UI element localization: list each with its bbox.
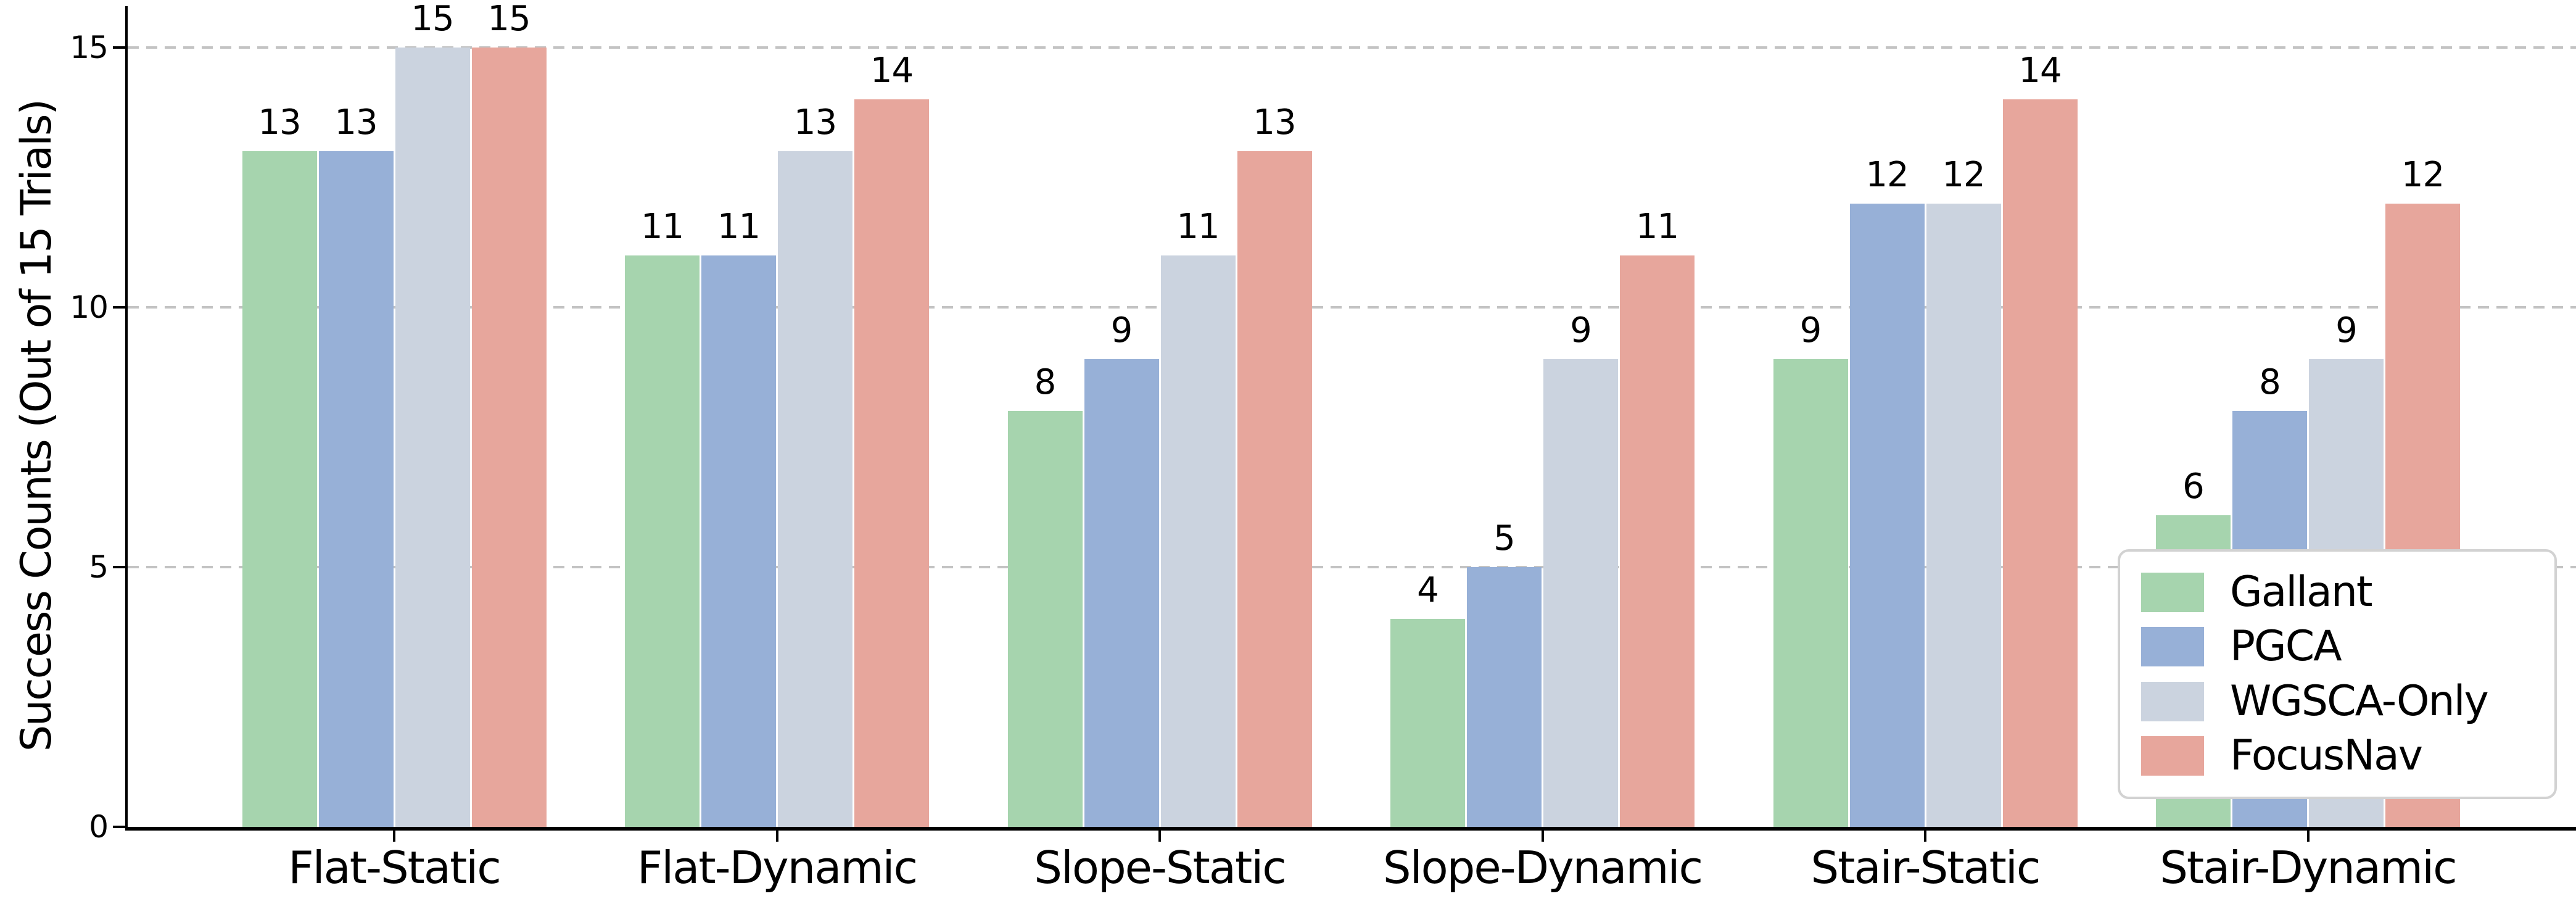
bar-value-label: 11 bbox=[1176, 206, 1220, 247]
bar-value-label: 4 bbox=[1417, 570, 1439, 611]
bar-value-label: 12 bbox=[1865, 154, 1909, 195]
bar-value-label: 13 bbox=[1253, 102, 1296, 143]
x-tick-label: Stair-Static bbox=[1810, 842, 2041, 894]
y-tick-mark bbox=[113, 306, 125, 309]
legend-item: WGSCA-Only bbox=[2141, 679, 2542, 724]
bar-gallant bbox=[1773, 359, 1848, 827]
bar-value-label: 9 bbox=[1799, 310, 1822, 351]
bar-value-label: 9 bbox=[1110, 310, 1133, 351]
bar-wgsca-only bbox=[778, 151, 852, 827]
x-tick-mark bbox=[1924, 831, 1926, 842]
bar-gallant bbox=[242, 151, 317, 827]
bar-gallant bbox=[625, 255, 700, 827]
gridline bbox=[128, 566, 2576, 568]
bar-value-label: 13 bbox=[258, 102, 301, 143]
y-axis-spine bbox=[125, 6, 128, 831]
bar-value-label: 14 bbox=[2018, 51, 2062, 91]
bar-value-label: 12 bbox=[2401, 154, 2445, 195]
x-tick-label: Slope-Dynamic bbox=[1382, 842, 1703, 894]
bar-value-label: 11 bbox=[640, 206, 684, 247]
bar-value-label: 11 bbox=[1635, 206, 1679, 247]
bar-wgsca-only bbox=[1160, 255, 1236, 827]
legend-item: Gallant bbox=[2141, 570, 2542, 615]
y-tick-mark bbox=[113, 46, 125, 49]
bar-focusnav bbox=[1620, 255, 1695, 827]
bar-wgsca-only bbox=[395, 48, 470, 827]
gridline bbox=[128, 46, 2576, 49]
x-tick-label: Slope-Static bbox=[1034, 842, 1287, 894]
x-tick-mark bbox=[1541, 831, 1544, 842]
x-tick-label: Flat-Static bbox=[288, 842, 502, 894]
bar-value-label: 15 bbox=[487, 0, 530, 39]
y-tick-mark bbox=[113, 566, 125, 568]
legend: Gallant PGCA WGSCA-Only FocusNav bbox=[2118, 549, 2557, 799]
legend-swatch-icon bbox=[2141, 681, 2204, 721]
x-axis-spine bbox=[125, 827, 2576, 831]
y-tick-label: 15 bbox=[70, 30, 109, 65]
x-tick-mark bbox=[775, 831, 778, 842]
bar-value-label: 5 bbox=[1493, 518, 1516, 558]
bar-value-label: 8 bbox=[1034, 362, 1057, 403]
legend-label: PGCA bbox=[2230, 622, 2342, 671]
legend-swatch-icon bbox=[2141, 627, 2204, 667]
bar-value-label: 15 bbox=[411, 0, 454, 39]
bar-pgca bbox=[1849, 203, 1925, 827]
bar-pgca bbox=[318, 151, 394, 827]
x-tick-label: Stair-Dynamic bbox=[2160, 842, 2458, 894]
bar-value-label: 8 bbox=[2259, 362, 2281, 403]
bar-wgsca-only bbox=[1543, 359, 1618, 827]
bar-value-label: 6 bbox=[2182, 466, 2205, 507]
bar-pgca bbox=[1084, 359, 1159, 827]
y-tick-label: 0 bbox=[89, 809, 109, 845]
bar-wgsca-only bbox=[1926, 203, 2001, 827]
bar-focusnav bbox=[471, 48, 547, 827]
x-tick-mark bbox=[2306, 831, 2310, 842]
bar-value-label: 14 bbox=[870, 51, 914, 91]
bar-gallant bbox=[1390, 619, 1465, 827]
legend-label: FocusNav bbox=[2230, 731, 2423, 780]
y-tick-label: 10 bbox=[70, 289, 109, 325]
bar-value-label: 13 bbox=[334, 102, 378, 143]
legend-item: FocusNav bbox=[2141, 731, 2542, 780]
legend-swatch-icon bbox=[2141, 736, 2204, 776]
bar-value-label: 9 bbox=[2335, 310, 2358, 351]
x-tick-mark bbox=[1158, 831, 1161, 842]
legend-label: WGSCA-Only bbox=[2230, 676, 2489, 726]
y-tick-mark bbox=[113, 826, 125, 828]
bar-pgca bbox=[1467, 567, 1542, 827]
x-tick-mark bbox=[393, 831, 395, 842]
bar-pgca bbox=[701, 255, 776, 827]
bar-gallant bbox=[1007, 411, 1083, 827]
bar-value-label: 12 bbox=[1942, 154, 1985, 195]
legend-item: PGCA bbox=[2141, 624, 2542, 669]
bar-value-label: 9 bbox=[1570, 310, 1592, 351]
x-tick-label: Flat-Dynamic bbox=[637, 842, 918, 894]
bar-focusnav bbox=[1237, 151, 1312, 827]
bar-focusnav bbox=[2002, 99, 2078, 827]
bar-focusnav bbox=[854, 99, 929, 827]
bar-value-label: 13 bbox=[793, 102, 837, 143]
gridline bbox=[128, 306, 2576, 309]
y-tick-label: 5 bbox=[89, 549, 109, 585]
bar-value-label: 11 bbox=[717, 206, 761, 247]
legend-label: Gallant bbox=[2230, 568, 2373, 617]
legend-swatch-icon bbox=[2141, 573, 2204, 613]
